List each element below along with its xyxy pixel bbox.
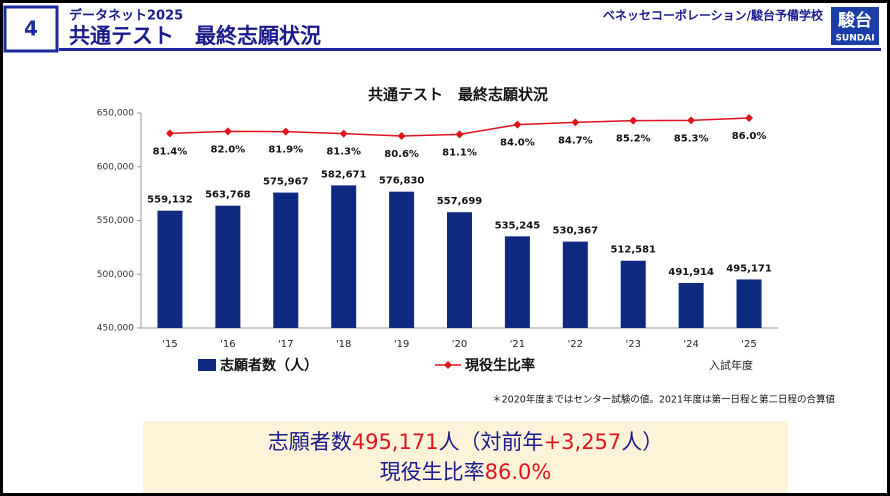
bar xyxy=(736,279,762,328)
logo-main: 駿台 xyxy=(838,10,872,31)
line-value-label: 80.6% xyxy=(384,149,419,160)
x-tick-label: '17 xyxy=(278,339,293,350)
x-tick-label: '19 xyxy=(394,339,409,350)
bar xyxy=(620,260,646,328)
chart: 4 データネット2025 共通テスト 最終志願状況 ベネッセコーポレーション/駿… xyxy=(3,5,881,406)
line-marker xyxy=(571,118,580,127)
y-tick-label: 500,000 xyxy=(97,270,134,280)
line-marker xyxy=(397,132,406,140)
x-tick-label: '20 xyxy=(452,339,467,350)
x-tick-label: '18 xyxy=(336,339,351,350)
bar xyxy=(157,210,183,328)
line-marker xyxy=(165,129,174,138)
line-value-label: 82.0% xyxy=(211,144,246,155)
summary-text: 志願者数 xyxy=(267,430,352,454)
line-marker xyxy=(455,130,464,139)
bar xyxy=(331,185,357,328)
header-title: 共通テスト 最終志願状況 xyxy=(69,24,321,48)
bar-value-label: 512,581 xyxy=(610,245,656,256)
bar-value-label: 559,132 xyxy=(147,195,193,206)
y-tick-label: 650,000 xyxy=(97,109,134,119)
slide-number: 4 xyxy=(24,17,38,41)
x-tick-label: '23 xyxy=(625,339,640,350)
summary-text: +3,257 xyxy=(543,430,622,454)
summary-text: 現役生比率 xyxy=(379,460,485,484)
line-marker xyxy=(687,116,696,125)
summary-text: 495,171 xyxy=(351,430,439,454)
slide-body: 4 データネット2025 共通テスト 最終志願状況 ベネッセコーポレーション/駿… xyxy=(3,3,887,493)
bar xyxy=(215,205,241,328)
header-rule xyxy=(59,48,881,51)
x-tick-label: '25 xyxy=(741,339,756,350)
bar xyxy=(273,192,299,328)
legend-swatch xyxy=(198,359,216,371)
line-marker xyxy=(339,129,348,138)
bar xyxy=(678,282,704,328)
line-value-label: 81.1% xyxy=(442,147,477,158)
summary-text: 人（対前年 xyxy=(438,430,544,454)
x-tick-label: '22 xyxy=(568,339,583,350)
line-value-label: 84.7% xyxy=(558,135,593,146)
x-tick-label: '15 xyxy=(162,339,177,350)
bar xyxy=(447,212,472,328)
line-marker xyxy=(281,127,290,136)
bar-value-label: 576,830 xyxy=(379,176,425,187)
x-tick-label: '24 xyxy=(683,339,698,350)
number-box xyxy=(3,5,59,53)
legend-swatch xyxy=(444,361,452,369)
bar xyxy=(562,241,588,328)
line-value-label: 85.3% xyxy=(674,133,709,144)
logo xyxy=(831,7,879,45)
x-tick-label: '16 xyxy=(220,339,235,350)
line-value-label: 86.0% xyxy=(732,131,767,142)
legend-label: 現役生比率 xyxy=(465,357,535,374)
line-value-label: 84.0% xyxy=(500,138,535,149)
line-value-label: 81.9% xyxy=(268,145,303,156)
publisher: ベネッセコーポレーション/駿台予備学校 xyxy=(603,8,824,23)
line-marker xyxy=(629,116,638,125)
bar-value-label: 582,671 xyxy=(321,169,367,180)
bar xyxy=(504,236,530,328)
summary-text: 86.0% xyxy=(484,460,552,484)
line-marker xyxy=(513,120,522,129)
line-value-label: 81.3% xyxy=(326,147,361,158)
summary-line: 志願者数495,171人（対前年+3,257人） xyxy=(143,427,788,457)
logo-sub: SUNDAI xyxy=(835,34,874,44)
bar-value-label: 491,914 xyxy=(668,267,714,278)
x-axis-label: 入試年度 xyxy=(709,358,753,372)
summary: 志願者数495,171人（対前年+3,257人） 現役生比率86.0% xyxy=(143,421,788,493)
bar-value-label: 495,171 xyxy=(726,263,772,274)
bar-value-label: 557,699 xyxy=(437,196,483,207)
subtitle: データネット2025 xyxy=(69,8,183,24)
summary-text: 人） xyxy=(621,430,664,454)
footnote: ＊2020年度まではセンター試験の値。2021年度は第一日程と第二日程の合算値 xyxy=(492,394,835,406)
summary-line: 現役生比率86.0% xyxy=(143,457,788,487)
line-value-label: 81.4% xyxy=(153,146,188,157)
line-value-label: 85.2% xyxy=(616,134,651,145)
bar-value-label: 575,967 xyxy=(263,177,309,188)
legend-label: 志願者数（人） xyxy=(220,357,318,374)
bar-value-label: 530,367 xyxy=(553,226,599,237)
y-tick-label: 450,000 xyxy=(97,324,134,334)
bar-value-label: 535,245 xyxy=(495,220,541,231)
y-tick-label: 600,000 xyxy=(97,162,134,172)
x-tick-label: '21 xyxy=(510,339,525,350)
y-tick-label: 550,000 xyxy=(97,216,134,226)
bar-value-label: 563,768 xyxy=(205,190,251,201)
line-marker xyxy=(745,114,754,122)
line-marker xyxy=(223,127,232,136)
chart-title: 共通テスト 最終志願状況 xyxy=(368,86,548,104)
bar xyxy=(389,191,415,328)
